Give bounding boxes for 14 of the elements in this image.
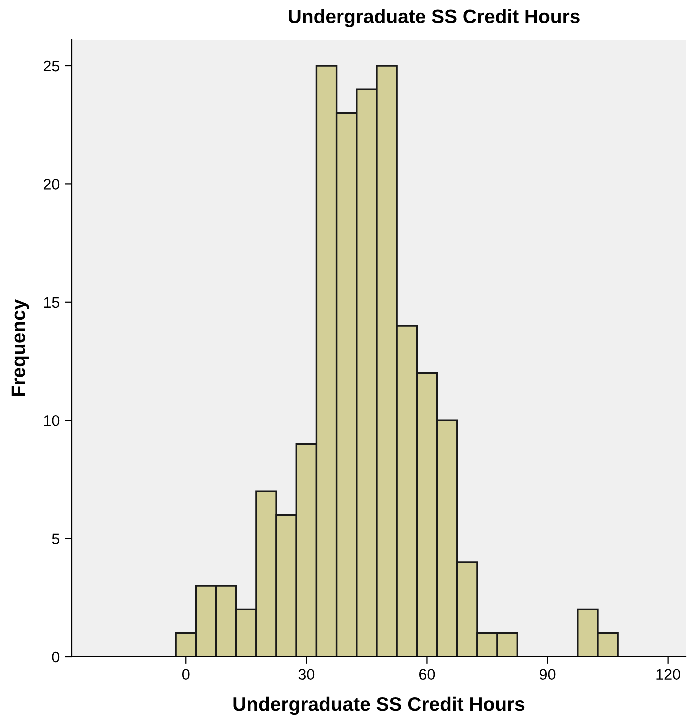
- x-axis-title: Undergraduate SS Credit Hours: [234, 696, 525, 716]
- chart-title: Undergraduate SS Credit Hours: [289, 9, 580, 28]
- y-axis-title: Frequency: [12, 299, 30, 396]
- x-tick-label: 120: [656, 669, 680, 680]
- x-tick-label: 90: [540, 669, 556, 680]
- x-tick-label: 0: [182, 669, 190, 680]
- y-tick-label: 10: [44, 415, 60, 426]
- x-tick-label: 30: [298, 669, 315, 680]
- y-tick-label: 25: [44, 60, 60, 72]
- x-tick-label: 60: [420, 669, 436, 680]
- y-tick-label: 15: [44, 297, 60, 308]
- y-tick-label: 0: [52, 652, 60, 663]
- y-tick-label: 20: [44, 179, 60, 190]
- y-tick-label: 5: [52, 534, 60, 544]
